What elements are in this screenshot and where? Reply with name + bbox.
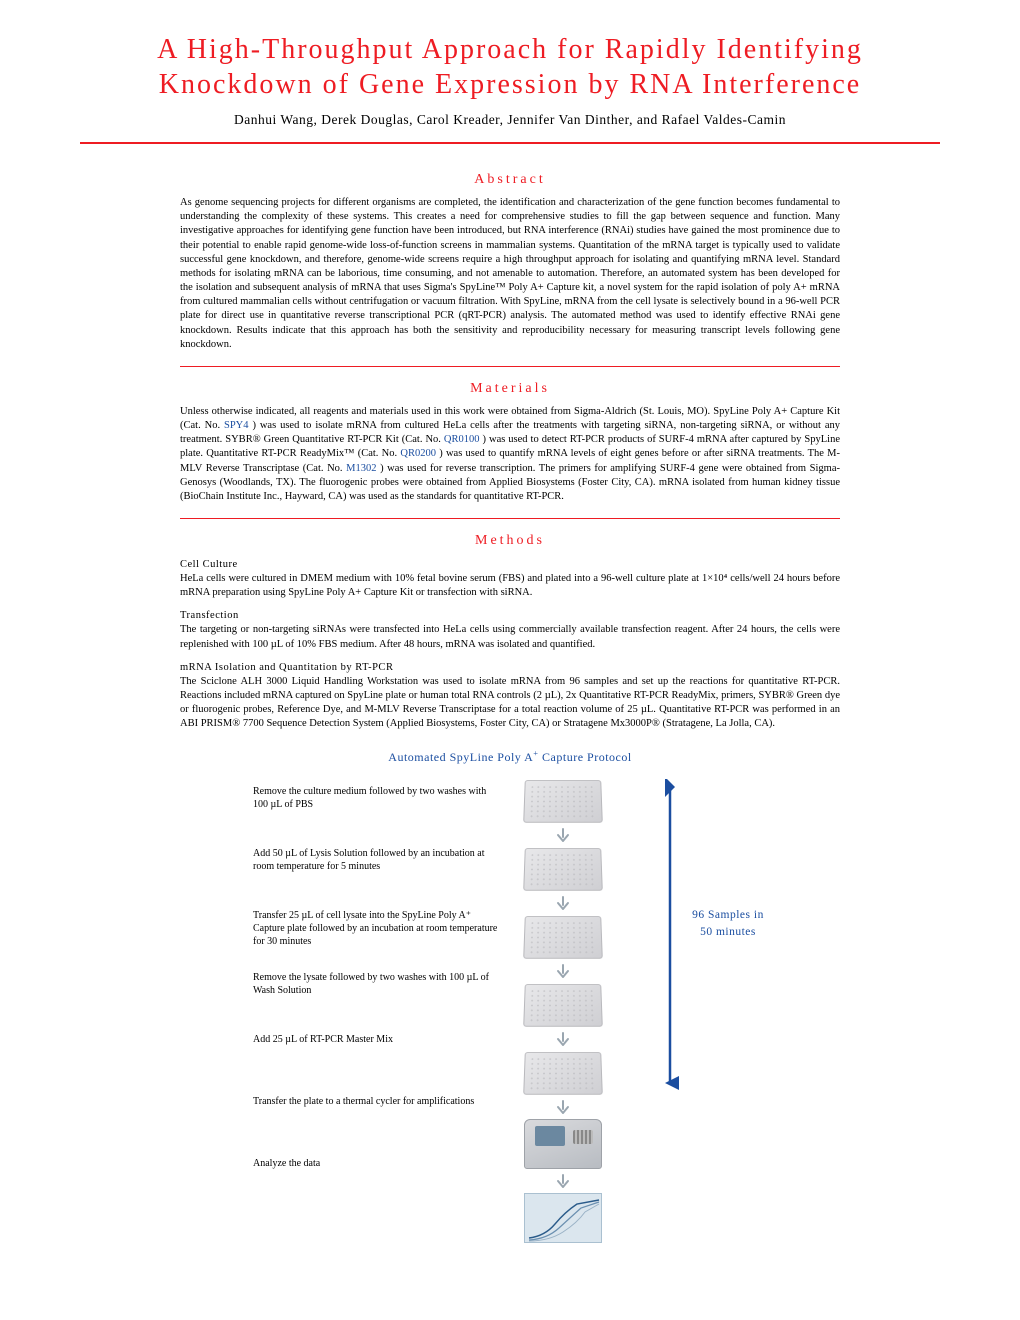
methods-sub-body: The Sciclone ALH 3000 Liquid Handling Wo…	[180, 675, 840, 732]
protocol-step-text: Remove the lysate followed by two washes…	[253, 965, 498, 1027]
protocol-title: Automated SpyLine Poly A+ Capture Protoc…	[180, 749, 840, 765]
methods-subhead: Cell Culture	[180, 559, 840, 570]
content-area: Abstract As genome sequencing projects f…	[80, 172, 940, 1243]
duration-label-line: 50 minutes	[700, 926, 756, 938]
protocol-diagram: Remove the culture medium followed by tw…	[180, 779, 840, 1243]
catno-link[interactable]: QR0200	[400, 448, 436, 459]
methods-heading: Methods	[180, 533, 840, 549]
protocol-title-text: Automated SpyLine Poly A	[388, 750, 533, 764]
protocol-side-column: 96 Samples in 50 minutes	[627, 779, 767, 1109]
down-arrow-icon	[554, 1099, 572, 1115]
down-arrow-icon	[554, 895, 572, 911]
down-arrow-icon	[554, 1031, 572, 1047]
methods-sub-body: HeLa cells were cultured in DMEM medium …	[180, 572, 840, 600]
materials-heading: Materials	[180, 381, 840, 397]
methods-subhead: Transfection	[180, 610, 840, 621]
authors-line: Danhui Wang, Derek Douglas, Carol Kreade…	[80, 112, 940, 128]
abstract-body: As genome sequencing projects for differ…	[180, 196, 840, 352]
duration-label-line: 96 Samples in	[692, 909, 764, 921]
materials-body: Unless otherwise indicated, all reagents…	[180, 405, 840, 504]
well-plate-icon	[523, 985, 603, 1028]
well-plate-icon	[523, 1053, 603, 1096]
well-plate-icon	[523, 917, 603, 960]
down-arrow-icon	[554, 963, 572, 979]
down-arrow-icon	[554, 827, 572, 843]
protocol-step-text: Analyze the data	[253, 1151, 498, 1213]
abstract-heading: Abstract	[180, 172, 840, 188]
section-divider	[180, 518, 840, 519]
duration-arrow-icon	[661, 779, 679, 1091]
protocol-icons-column	[520, 779, 605, 1243]
protocol-step-text: Transfer the plate to a thermal cycler f…	[253, 1089, 498, 1151]
catno-link[interactable]: SPY4	[224, 420, 249, 431]
analysis-chart-icon	[524, 1193, 602, 1243]
protocol-title-text: Capture Protocol	[539, 750, 632, 764]
thermal-cycler-icon	[524, 1119, 602, 1169]
well-plate-icon	[523, 849, 603, 892]
duration-label: 96 Samples in 50 minutes	[683, 907, 773, 939]
top-divider	[80, 142, 940, 144]
methods-subhead: mRNA Isolation and Quantitation by RT-PC…	[180, 662, 840, 673]
protocol-steps-column: Remove the culture medium followed by tw…	[253, 779, 498, 1213]
catno-link[interactable]: QR0100	[444, 434, 480, 445]
down-arrow-icon	[554, 1173, 572, 1189]
well-plate-icon	[523, 781, 603, 824]
methods-sub-body: The targeting or non-targeting siRNAs we…	[180, 623, 840, 651]
protocol-step-text: Remove the culture medium followed by tw…	[253, 779, 498, 841]
protocol-step-text: Add 25 µL of RT-PCR Master Mix	[253, 1027, 498, 1089]
section-divider	[180, 366, 840, 367]
paper-title: A High-Throughput Approach for Rapidly I…	[80, 32, 940, 102]
protocol-step-text: Add 50 µL of Lysis Solution followed by …	[253, 841, 498, 903]
catno-link[interactable]: M1302	[346, 463, 376, 474]
protocol-step-text: Transfer 25 µL of cell lysate into the S…	[253, 903, 498, 965]
